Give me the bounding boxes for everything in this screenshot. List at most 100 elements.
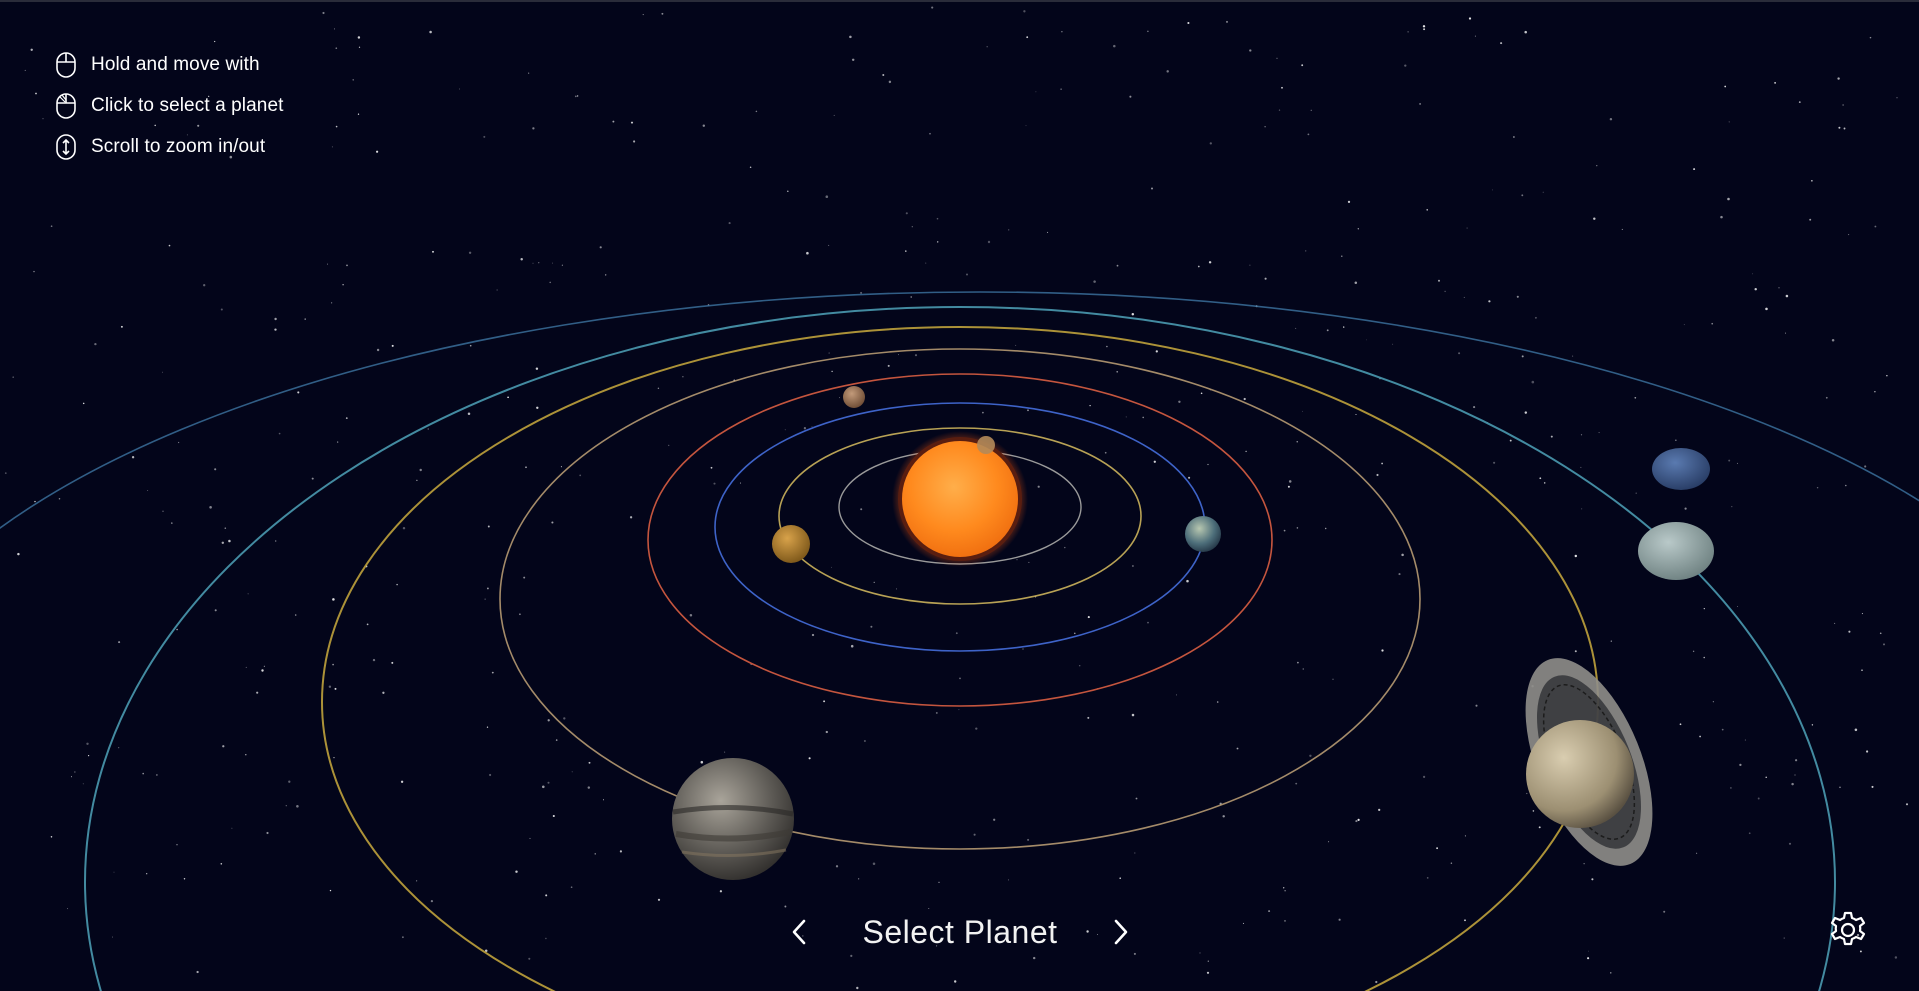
- star: [176, 843, 178, 846]
- star: [825, 730, 828, 734]
- star: [668, 444, 670, 447]
- sun[interactable]: [892, 431, 1028, 567]
- planet-venus[interactable]: [772, 525, 810, 563]
- star: [1074, 632, 1076, 635]
- orbit-jupiter: [499, 348, 1421, 850]
- star: [285, 805, 287, 807]
- planet-saturn[interactable]: [1500, 641, 1679, 884]
- star: [245, 666, 247, 668]
- star: [551, 262, 553, 264]
- star: [602, 799, 605, 801]
- star: [67, 908, 69, 910]
- star: [851, 58, 855, 62]
- star: [1407, 31, 1409, 33]
- star: [1426, 209, 1428, 211]
- star: [327, 263, 328, 265]
- star: [519, 613, 521, 616]
- star: [833, 114, 835, 116]
- star: [935, 711, 938, 714]
- orbit-neptune: [0, 291, 1919, 530]
- hint-label: Click to select a planet: [91, 94, 284, 116]
- star: [467, 412, 471, 415]
- star: [1186, 579, 1189, 583]
- star: [427, 428, 429, 430]
- star: [728, 222, 731, 225]
- next-planet-button[interactable]: [1100, 907, 1140, 957]
- star: [528, 957, 531, 960]
- star: [483, 135, 486, 138]
- star: [329, 889, 332, 892]
- planet-uranus[interactable]: [1638, 522, 1714, 580]
- star: [1512, 136, 1515, 138]
- star: [1798, 101, 1801, 103]
- star: [1133, 952, 1136, 955]
- star: [1209, 142, 1212, 145]
- star: [1207, 960, 1209, 962]
- star: [1610, 640, 1612, 642]
- star: [1008, 229, 1010, 231]
- star: [1538, 826, 1541, 829]
- star: [376, 348, 380, 352]
- star: [1825, 396, 1828, 399]
- star: [1242, 922, 1245, 924]
- planet-earth[interactable]: [1185, 516, 1221, 552]
- star: [221, 541, 225, 545]
- star: [986, 46, 988, 48]
- star: [231, 827, 233, 829]
- star: [1526, 792, 1528, 795]
- star: [1444, 290, 1446, 293]
- star: [1347, 200, 1351, 204]
- star: [35, 92, 37, 95]
- planet-mercury[interactable]: [977, 436, 995, 454]
- star: [1458, 352, 1461, 355]
- star: [337, 441, 339, 443]
- star: [1500, 42, 1503, 45]
- star: [1834, 622, 1836, 624]
- hint-label: Scroll to zoom in/out: [91, 135, 266, 157]
- star: [1896, 97, 1898, 99]
- star: [1783, 937, 1785, 939]
- star: [1842, 104, 1844, 106]
- star: [1135, 797, 1138, 800]
- star: [352, 79, 354, 81]
- planet-mars[interactable]: [843, 386, 865, 408]
- star: [1426, 877, 1429, 879]
- star: [147, 490, 149, 492]
- star: [811, 426, 813, 428]
- star: [70, 776, 73, 778]
- star: [1027, 409, 1029, 412]
- star: [171, 522, 173, 524]
- star: [416, 880, 418, 882]
- star: [542, 785, 545, 789]
- star: [358, 46, 361, 48]
- star: [328, 685, 332, 688]
- star: [1809, 218, 1812, 221]
- star: [839, 397, 840, 399]
- star: [1153, 460, 1156, 463]
- star: [1381, 462, 1383, 465]
- star: [1748, 832, 1751, 835]
- star: [936, 217, 939, 220]
- settings-button[interactable]: [1824, 906, 1872, 954]
- star: [335, 47, 338, 50]
- star: [1276, 57, 1278, 59]
- star: [1837, 77, 1840, 80]
- star: [1037, 485, 1040, 488]
- star: [1025, 125, 1027, 127]
- planet-neptune[interactable]: [1652, 448, 1710, 490]
- planet-jupiter[interactable]: [672, 758, 794, 880]
- star: [825, 195, 829, 198]
- star: [1874, 225, 1877, 228]
- star: [803, 427, 807, 430]
- star: [1724, 85, 1727, 88]
- star: [459, 88, 460, 90]
- star: [1848, 234, 1850, 236]
- star: [629, 516, 633, 519]
- star: [142, 772, 144, 775]
- star: [146, 873, 148, 875]
- star: [739, 482, 742, 484]
- star: [131, 456, 135, 459]
- previous-planet-button[interactable]: [780, 907, 820, 957]
